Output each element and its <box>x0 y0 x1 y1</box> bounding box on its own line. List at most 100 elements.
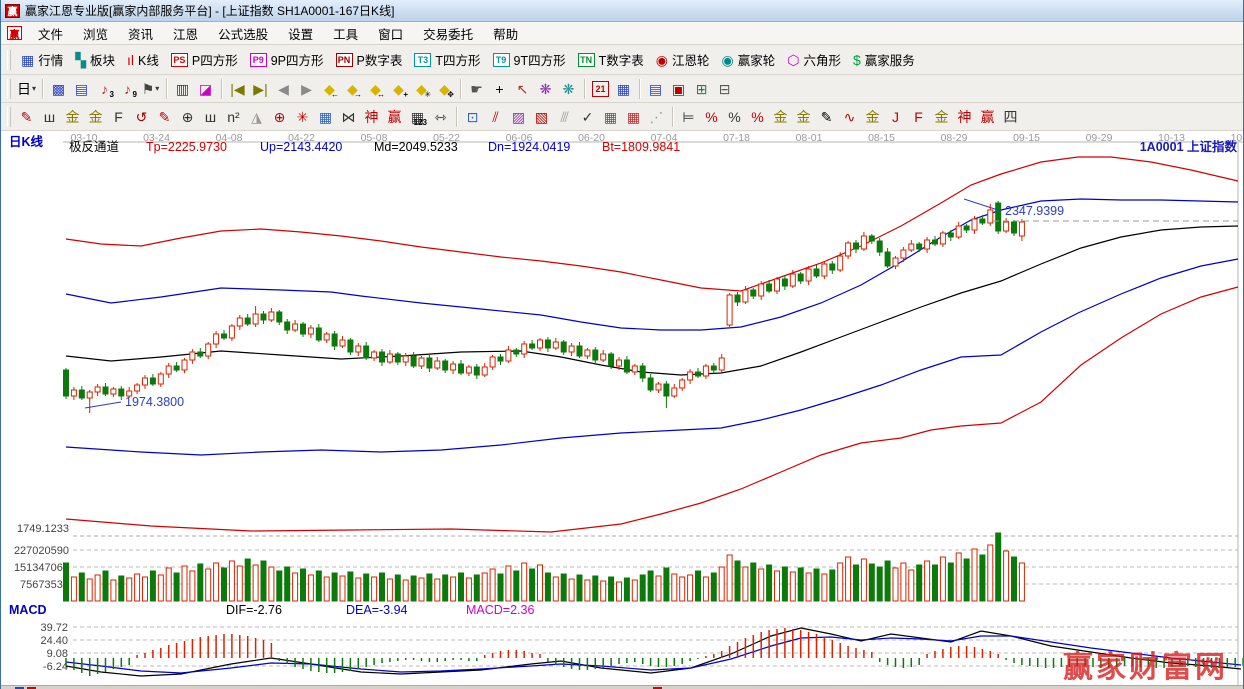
ninep-square-button[interactable]: P9 9P四方形 <box>244 47 330 72</box>
check-line-icon[interactable]: ✓ <box>576 106 599 128</box>
pointer-zoom-icon[interactable]: ↖ <box>511 78 534 100</box>
shen-angle-icon[interactable]: 神 <box>953 106 976 128</box>
red-rays-icon[interactable]: ⫽ <box>484 106 507 128</box>
diamond-plus-button[interactable]: ◆ + <box>387 78 410 100</box>
print-icon[interactable]: ⊟ <box>713 78 736 100</box>
percent-ladder-icon[interactable]: ⊨ <box>677 106 700 128</box>
next-page-button[interactable]: ▶ <box>295 78 318 100</box>
square-of-nine-icon[interactable]: n² <box>222 106 245 128</box>
menu-item-2[interactable]: 资讯 <box>128 27 154 42</box>
gann-bars-2-icon[interactable]: ш <box>199 106 222 128</box>
gold-angle-icon[interactable]: 金 <box>792 106 815 128</box>
f-angle-icon[interactable]: F <box>907 106 930 128</box>
percent-s-icon[interactable]: % <box>746 106 769 128</box>
ying-angle-icon[interactable]: 赢 <box>976 106 999 128</box>
ninet-square-button[interactable]: T9 9T四方形 <box>487 47 572 72</box>
winner-wheel-button[interactable]: ◉ 赢家轮 <box>715 47 781 72</box>
window-layout-icon[interactable]: ▩ <box>47 78 70 100</box>
box-select-icon[interactable]: ⊡ <box>461 106 484 128</box>
toolbar-grip[interactable] <box>7 49 11 70</box>
gold-line-icon[interactable]: 金 <box>930 106 953 128</box>
mirror-angle-icon[interactable]: ◮ <box>245 106 268 128</box>
chart-area[interactable]: 227020590 151347060 75673530 39.72 24.40 9.08… <box>1 131 1244 685</box>
calculator-icon[interactable]: ▦ <box>612 78 635 100</box>
first-page-button[interactable]: |◀ <box>226 78 249 100</box>
shaded-box-icon[interactable]: ▨ <box>507 106 530 128</box>
hand-tool-icon[interactable]: ☛ <box>465 78 488 100</box>
diag-dots-icon[interactable]: ⋰ <box>645 106 668 128</box>
menu-item-7[interactable]: 窗口 <box>378 27 404 42</box>
hatch-box-icon[interactable]: ▧ <box>530 106 553 128</box>
wave-tool-icon[interactable]: ∿ <box>838 106 861 128</box>
pencil-2-icon[interactable]: ✎ <box>153 106 176 128</box>
last-page-button[interactable]: ▶| <box>249 78 272 100</box>
p-number-table-button[interactable]: PN P数字表 <box>330 47 409 72</box>
winner-service-button[interactable]: $ 赢家服务 <box>847 47 921 72</box>
hexagon-button[interactable]: ⬡ 六角形 <box>781 47 847 72</box>
gann-wheel-button[interactable]: ◉ 江恩轮 <box>650 47 716 72</box>
price-table-icon[interactable]: ▦ 123 <box>406 106 429 128</box>
gann-bars-icon[interactable]: ш <box>38 106 61 128</box>
menu-item-1[interactable]: 浏览 <box>83 27 109 42</box>
export-icon[interactable]: ⊞ <box>690 78 713 100</box>
toolbar-grip[interactable] <box>7 78 11 99</box>
pencil-red-icon[interactable]: ✎ <box>15 106 38 128</box>
grid-box-icon[interactable]: ▦ <box>314 106 337 128</box>
toolbar-grip[interactable] <box>7 106 11 127</box>
gold-tool-2-icon[interactable]: 金 <box>84 106 107 128</box>
brain-teal-icon[interactable]: ❋ <box>557 78 580 100</box>
pattern-box-icon[interactable]: ▥ <box>171 78 194 100</box>
prev-page-button[interactable]: ◀ <box>272 78 295 100</box>
shen-tool-icon[interactable]: 神 <box>360 106 383 128</box>
diamond-star-button[interactable]: ◆ ✳ <box>410 78 433 100</box>
diamond-h-button[interactable]: ◆ ↔ <box>364 78 387 100</box>
calendar-icon[interactable]: 21 <box>589 78 612 100</box>
red-grid-icon[interactable]: ▦ <box>599 106 622 128</box>
color-bars-icon[interactable]: ◪ <box>194 78 217 100</box>
bars-3-icon[interactable]: ♪ 3 <box>93 78 116 100</box>
kline-chart[interactable]: 227020590 151347060 75673530 39.7224.409.08… <box>1 131 1244 685</box>
crosshair-tool-icon[interactable]: + <box>488 78 511 100</box>
brain-purple-icon[interactable]: ❋ <box>534 78 557 100</box>
gold-3-icon[interactable]: 金 <box>861 106 884 128</box>
percent-fall-icon[interactable]: % <box>700 106 723 128</box>
save-icon[interactable]: ▣ <box>667 78 690 100</box>
kline-button[interactable]: ıl K线 <box>121 47 165 72</box>
menu-item-6[interactable]: 工具 <box>333 27 359 42</box>
gold-tool-1-icon[interactable]: 金 <box>61 106 84 128</box>
info-card-icon[interactable]: ▤ <box>70 78 93 100</box>
menu-item-9[interactable]: 帮助 <box>493 27 519 42</box>
menu-item-3[interactable]: 江恩 <box>173 27 199 42</box>
menu-item-4[interactable]: 公式选股 <box>218 27 269 42</box>
menu-item-8[interactable]: 交易委托 <box>423 27 474 42</box>
quotes-button[interactable]: ▦ 行情 <box>15 47 69 72</box>
report-icon[interactable]: ▤ <box>644 78 667 100</box>
fib-tool-icon[interactable]: F <box>107 106 130 128</box>
si-angle-icon[interactable]: 四 <box>999 106 1022 128</box>
menu-item-0[interactable]: 文件 <box>38 27 64 42</box>
percent-icon[interactable]: % <box>723 106 746 128</box>
parallel-rays-icon[interactable]: ⫻ <box>553 106 576 128</box>
sectors-button[interactable]: ▚ 板块 <box>69 47 121 72</box>
gold-circle-icon[interactable]: 金 <box>769 106 792 128</box>
menu-item-5[interactable]: 设置 <box>288 27 314 42</box>
spider-web-icon[interactable]: ✳ <box>291 106 314 128</box>
measure-width-icon[interactable]: ⇿ <box>429 106 452 128</box>
bars-9-icon[interactable]: ♪ 9 <box>116 78 139 100</box>
time-cycle-icon[interactable]: ⋈ <box>337 106 360 128</box>
ying-tool-icon[interactable]: 赢 <box>383 106 406 128</box>
gann-circle-icon[interactable]: ⊕ <box>176 106 199 128</box>
diamond-left-button[interactable]: ◆ ← <box>318 78 341 100</box>
diamond-right-button[interactable]: ◆ → <box>341 78 364 100</box>
brush-black-icon[interactable]: ✎ <box>815 106 838 128</box>
t-square-button[interactable]: T3 T四方形 <box>408 47 486 72</box>
spiral-tool-icon[interactable]: ↺ <box>130 106 153 128</box>
p-square-button[interactable]: PS P四方形 <box>165 47 244 72</box>
flag-marker-dropdown[interactable]: ⚑ ▾ <box>139 78 162 100</box>
circle-cross-icon[interactable]: ⊕ <box>268 106 291 128</box>
j-angle-icon[interactable]: J <box>884 106 907 128</box>
diamond-cross-button[interactable]: ◆ ✥ <box>433 78 456 100</box>
t-number-table-button[interactable]: TN T数字表 <box>572 47 650 72</box>
kline-style-dropdown[interactable]: 日 ▾ <box>15 78 38 100</box>
red-grid-2-icon[interactable]: ▦ <box>622 106 645 128</box>
